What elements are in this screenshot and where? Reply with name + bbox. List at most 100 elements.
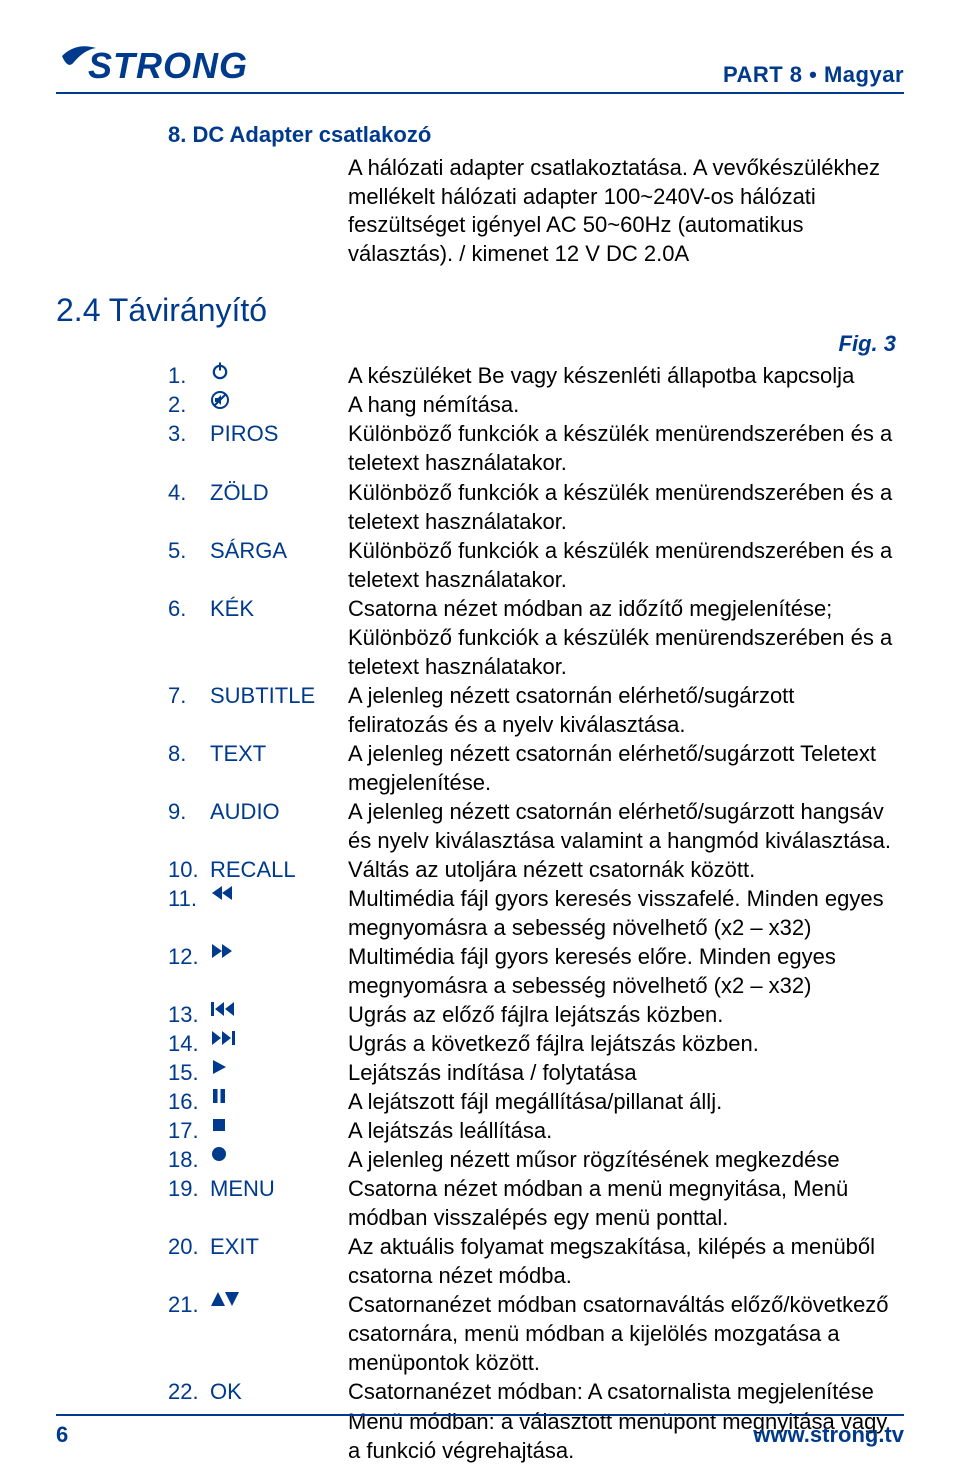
remote-row-key <box>210 361 348 385</box>
remote-row-number: 2. <box>168 390 210 419</box>
remote-row-key-text: TEXT <box>210 739 266 768</box>
remote-row-number: 10. <box>168 855 210 884</box>
remote-row-description: Különböző funkciók a készülék menürendsz… <box>348 536 896 594</box>
remote-row-key <box>210 1116 348 1138</box>
remote-row-description: A jelenleg nézett csatornán elérhető/sug… <box>348 681 896 739</box>
page-number: 6 <box>56 1422 68 1448</box>
remote-row-description: A lejátszott fájl megállítása/pillanat á… <box>348 1087 896 1116</box>
remote-row-description: A jelenleg nézett csatornán elérhető/sug… <box>348 797 896 855</box>
remote-row-number: 4. <box>168 478 210 507</box>
remote-row-number: 5. <box>168 536 210 565</box>
remote-row: 1.A készüléket Be vagy készenléti állapo… <box>168 361 896 390</box>
prev-icon <box>210 1000 236 1022</box>
remote-row: 16.A lejátszott fájl megállítása/pillana… <box>168 1087 896 1116</box>
remote-row-key-text: KÉK <box>210 594 254 623</box>
remote-row-description: Lejátszás indítása / folytatása <box>348 1058 896 1087</box>
remote-row-key: OK <box>210 1377 348 1406</box>
remote-row-key-text: SUBTITLE <box>210 681 315 710</box>
part-label: PART 8 • Magyar <box>723 62 904 88</box>
remote-row-description: Különböző funkciók a készülék menürendsz… <box>348 419 896 477</box>
remote-row-number: 20. <box>168 1232 210 1261</box>
remote-row: 10.RECALL Váltás az utoljára nézett csato… <box>168 855 896 884</box>
remote-row: 14. Ugrás a következő fájlra lejátszás kö… <box>168 1029 896 1058</box>
remote-row-number: 15. <box>168 1058 210 1087</box>
remote-row: 11. Multimédia fájl gyors keresés visszaf… <box>168 884 896 942</box>
remote-row: 7.SUBTITLE A jelenleg nézett csatornán el… <box>168 681 896 739</box>
remote-row: 5.SÁRGA Különböző funkciók a készülék men… <box>168 536 896 594</box>
remote-row-key-text: OK <box>210 1377 242 1406</box>
remote-row-description: Multimédia fájl gyors keresés előre. Min… <box>348 942 896 1000</box>
website-url: www.strong.tv <box>753 1422 904 1448</box>
remote-row-description: Csatorna nézet módban az időzítő megjele… <box>348 594 896 681</box>
remote-row-description: A jelenleg nézett csatornán elérhető/sug… <box>348 739 896 797</box>
remote-row-key: ZÖLD <box>210 478 348 507</box>
remote-row-key-text: EXIT <box>210 1232 259 1261</box>
remote-row-key-text: ZÖLD <box>210 478 269 507</box>
remote-row-key-text: SÁRGA <box>210 536 287 565</box>
svg-text:STRONG: STRONG <box>88 45 248 86</box>
remote-row-key: RECALL <box>210 855 348 884</box>
remote-row-number: 9. <box>168 797 210 826</box>
remote-row-number: 7. <box>168 681 210 710</box>
remote-row: 20.EXIT Az aktuális folyamat megszakítása… <box>168 1232 896 1290</box>
remote-row-number: 13. <box>168 1000 210 1029</box>
remote-row: 15. Lejátszás indítása / folytatása <box>168 1058 896 1087</box>
remote-row: 3.PIROSKülönböző funkciók a készülék men… <box>168 419 896 477</box>
section-8-title: 8. DC Adapter csatlakozó <box>168 122 896 148</box>
remote-row: 12.Multimédia fájl gyors keresés előre. … <box>168 942 896 1000</box>
remote-row: 21. Csatornanézet módban csatornaváltás e… <box>168 1290 896 1377</box>
remote-row: 13. Ugrás az előző fájlra lejátszás közbe… <box>168 1000 896 1029</box>
remote-row-description: Csatorna nézet módban a menü megnyitása,… <box>348 1174 896 1232</box>
remote-row-key: SUBTITLE <box>210 681 348 710</box>
remote-row-number: 8. <box>168 739 210 768</box>
remote-row: 4.ZÖLDKülönböző funkciók a készülék menü… <box>168 478 896 536</box>
remote-row: 18. A jelenleg nézett műsor rögzítésének … <box>168 1145 896 1174</box>
remote-row-description: Multimédia fájl gyors keresés visszafelé… <box>348 884 896 942</box>
remote-row-key <box>210 942 348 964</box>
remote-row-number: 11. <box>168 884 210 913</box>
remote-row-number: 17. <box>168 1116 210 1145</box>
updown-icon <box>210 1290 240 1312</box>
remote-row-number: 21. <box>168 1290 210 1319</box>
remote-row-key <box>210 1000 348 1022</box>
remote-row-key: SÁRGA <box>210 536 348 565</box>
remote-control-list: 1.A készüléket Be vagy készenléti állapo… <box>168 361 896 1464</box>
remote-row-key: AUDIO <box>210 797 348 826</box>
remote-row-description: A lejátszás leállítása. <box>348 1116 896 1145</box>
remote-row-description: A jelenleg nézett műsor rögzítésének meg… <box>348 1145 896 1174</box>
remote-row-key: KÉK <box>210 594 348 623</box>
brand-logo: STRONG <box>56 40 326 88</box>
remote-row-description: Váltás az utoljára nézett csatornák közö… <box>348 855 896 884</box>
remote-row-number: 18. <box>168 1145 210 1174</box>
remote-row-key <box>210 1029 348 1051</box>
next-icon <box>210 1029 236 1051</box>
remote-row-key <box>210 884 348 906</box>
remote-row-number: 22. <box>168 1377 210 1406</box>
remote-row: 17. A lejátszás leállítása. <box>168 1116 896 1145</box>
remote-row: 2.A hang némítása. <box>168 390 896 419</box>
section-2-4-title: 2.4 Távirányító <box>56 292 896 329</box>
remote-row-description: Ugrás a következő fájlra lejátszás közbe… <box>348 1029 896 1058</box>
mute-icon <box>210 390 230 414</box>
remote-row-description: Ugrás az előző fájlra lejátszás közben. <box>348 1000 896 1029</box>
page-content: 8. DC Adapter csatlakozó A hálózati adap… <box>56 122 904 1465</box>
remote-row-key-text: MENU <box>210 1174 275 1203</box>
ffwd-icon <box>210 942 234 964</box>
remote-row-key-text: RECALL <box>210 855 296 884</box>
play-icon <box>210 1058 228 1080</box>
remote-row: 8.TEXT A jelenleg nézett csatornán elérhe… <box>168 739 896 797</box>
remote-row-key <box>210 1145 348 1167</box>
remote-row-description: Az aktuális folyamat megszakítása, kilép… <box>348 1232 896 1290</box>
remote-row-number: 3. <box>168 419 210 448</box>
remote-row-number: 14. <box>168 1029 210 1058</box>
remote-row-key-text: AUDIO <box>210 797 280 826</box>
power-icon <box>210 361 230 385</box>
section-8-body: A hálózati adapter csatlakoztatása. A ve… <box>168 154 896 268</box>
pause-icon <box>210 1087 228 1109</box>
remote-row-description: Csatornanézet módban csatornaváltás előz… <box>348 1290 896 1377</box>
rewind-icon <box>210 884 234 906</box>
remote-row-number: 19. <box>168 1174 210 1203</box>
stop-icon <box>210 1116 228 1138</box>
remote-row-key: PIROS <box>210 419 348 448</box>
remote-row-key: EXIT <box>210 1232 348 1261</box>
